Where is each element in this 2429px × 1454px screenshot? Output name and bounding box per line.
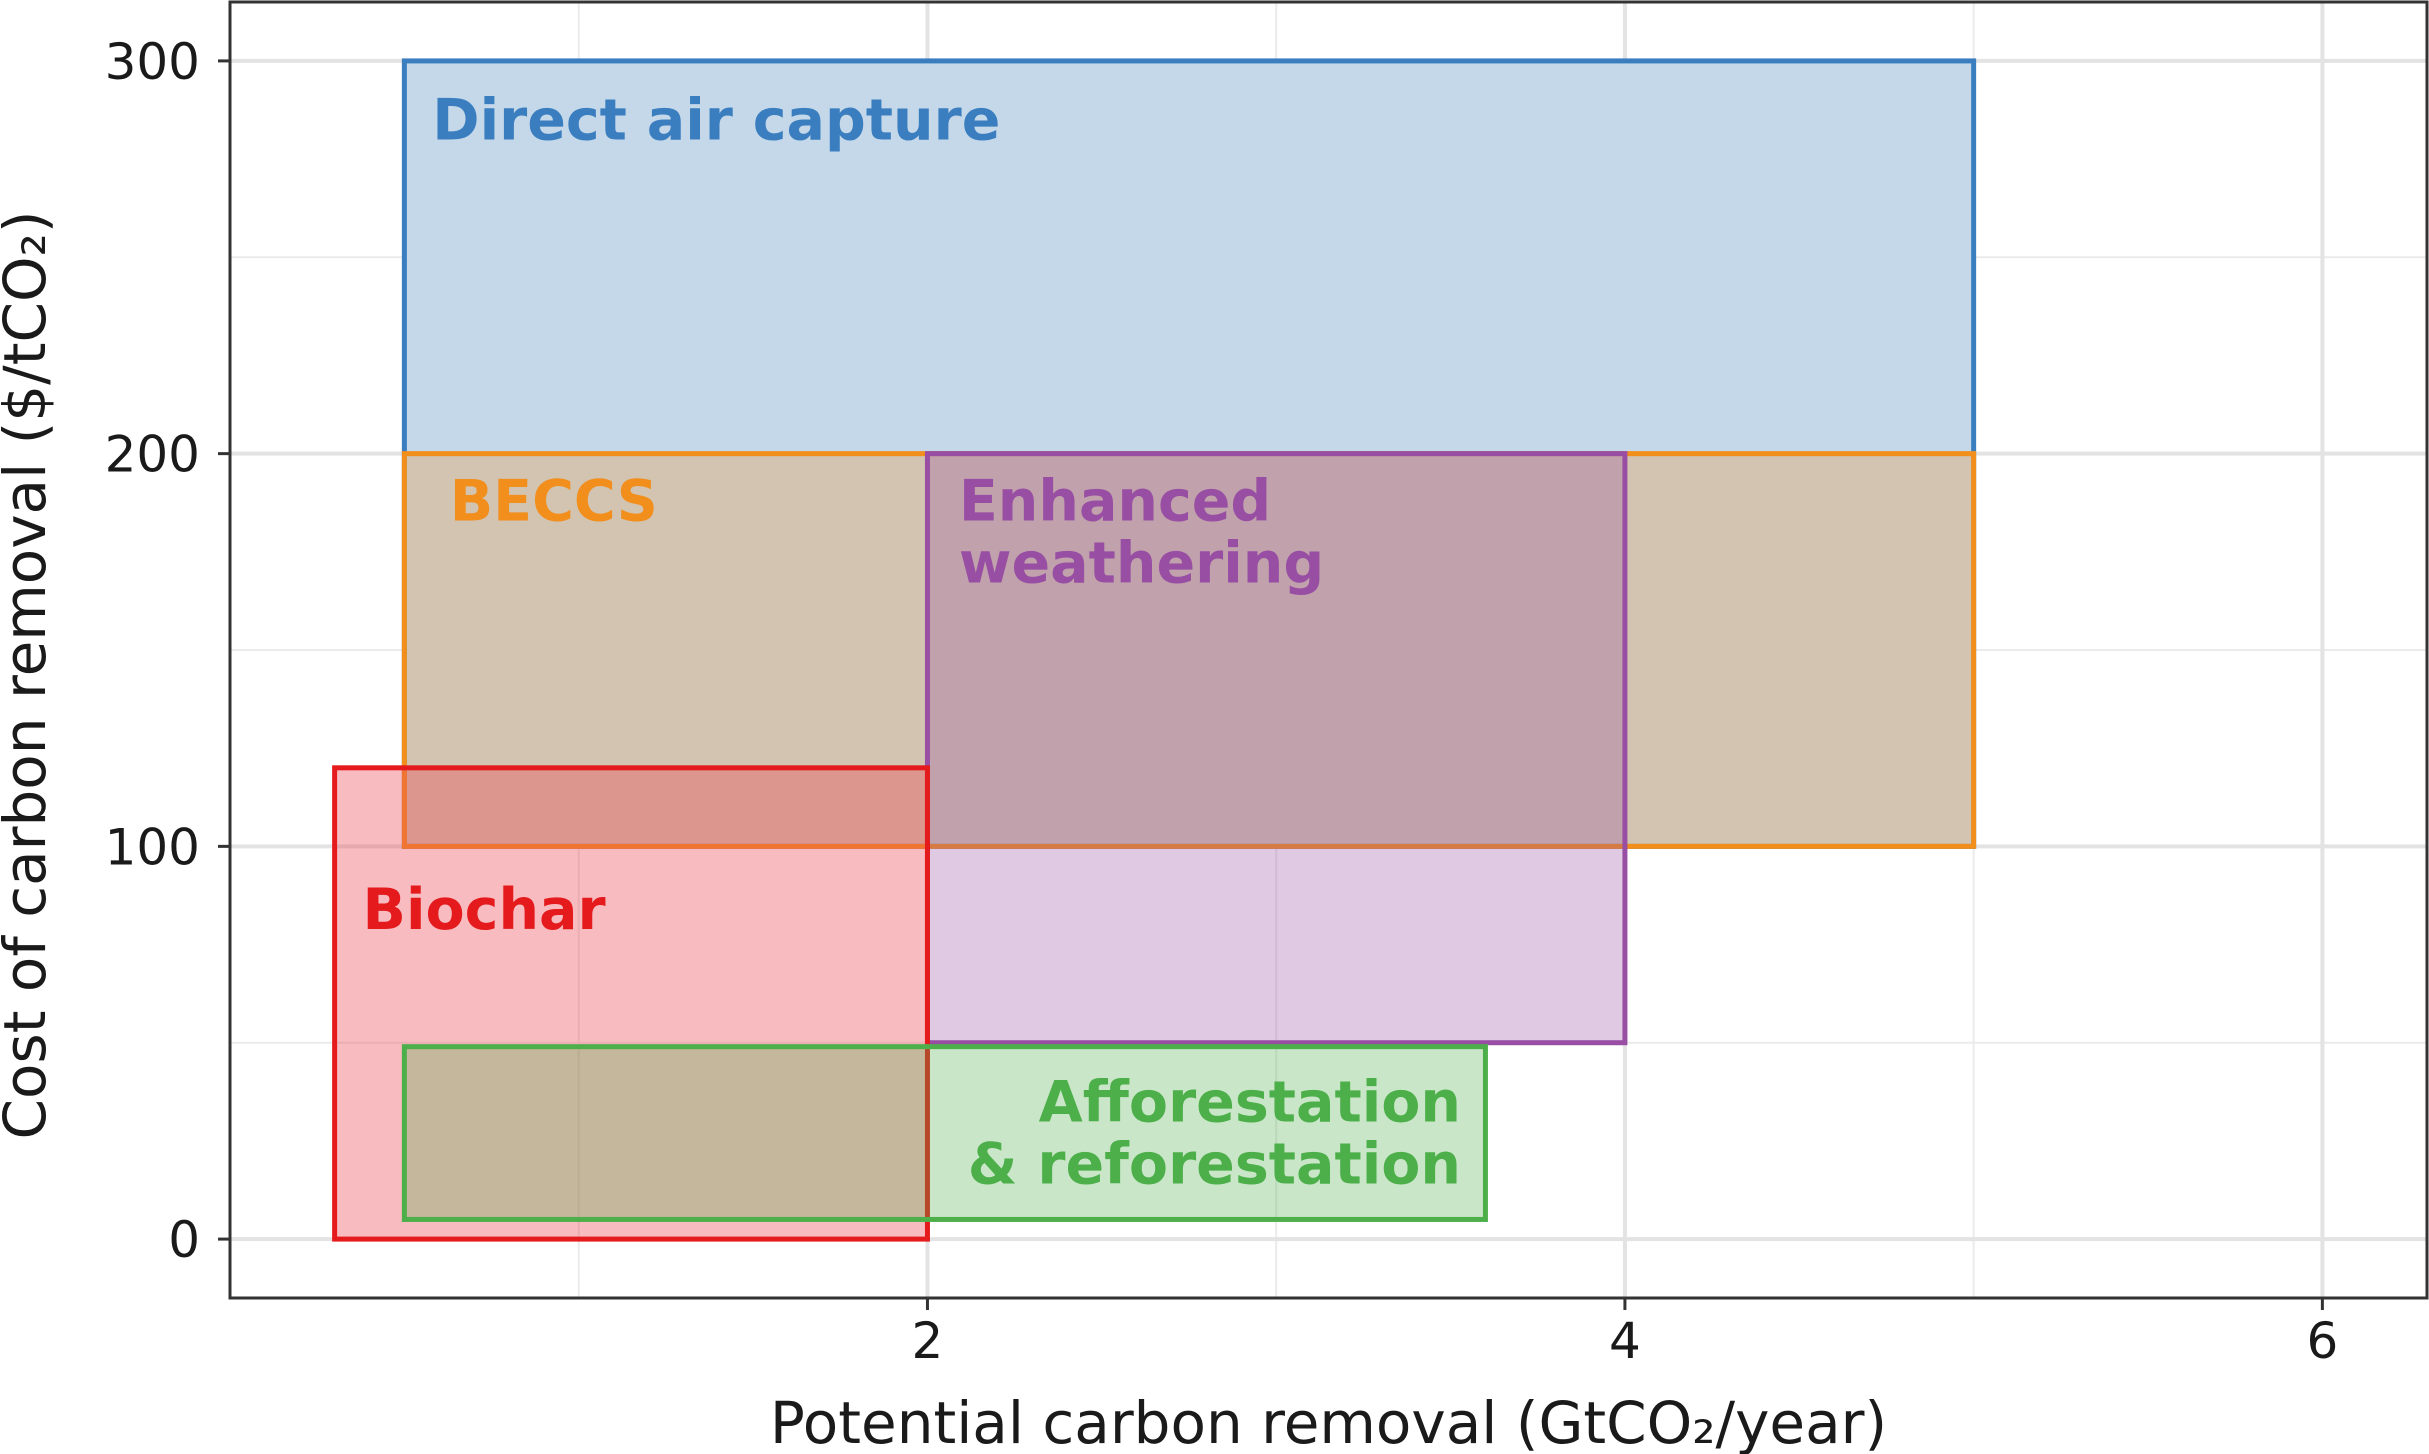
region-label-layer: Direct air capture BECCS Enhanced weatherin… <box>363 87 1462 1197</box>
region-layer <box>332 58 1977 1242</box>
region-label-biochar: Biochar <box>363 877 606 943</box>
x-tick-label: 2 <box>912 1312 944 1370</box>
tick-layer: 2 4 6 0 100 200 300 <box>105 33 2339 1370</box>
x-tick-label: 6 <box>2306 1312 2338 1370</box>
x-tick-label: 4 <box>1609 1312 1641 1370</box>
region-afforestation-and-reforestation <box>401 1044 1488 1222</box>
y-tick-label: 0 <box>168 1211 200 1269</box>
region-label-enhanced-weathering: Enhanced weathering <box>959 468 1324 596</box>
plot-frame <box>228 0 2429 1300</box>
y-axis-title: Cost of carbon removal ($/tCO₂) <box>0 211 59 1140</box>
x-axis-title: Potential carbon removal (GtCO₂/year) <box>770 1389 1887 1454</box>
region-beccs <box>401 451 1977 849</box>
y-tick-label: 300 <box>105 33 200 91</box>
region-label-afforestation-and-reforestation: Afforestation & reforestation <box>968 1069 1461 1197</box>
region-label-beccs: BECCS <box>450 468 658 534</box>
y-tick-label: 200 <box>105 426 200 484</box>
region-label-direct-air-capture: Direct air capture <box>432 87 1000 153</box>
region-biochar <box>332 765 930 1242</box>
y-tick-label: 100 <box>105 818 200 876</box>
region-enhanced-weathering <box>924 451 1628 1046</box>
